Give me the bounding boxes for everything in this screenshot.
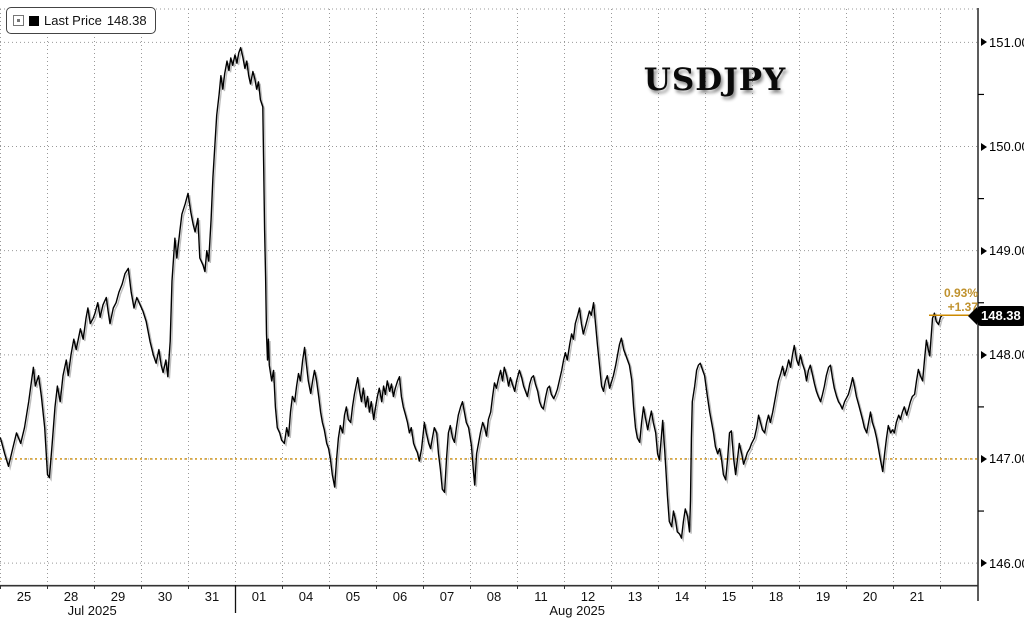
y-tick-label: 147.00 <box>981 451 1024 467</box>
chart-title: USDJPY <box>643 62 787 98</box>
x-tick-label: 14 <box>674 589 690 604</box>
legend-expander-icon[interactable] <box>13 15 24 26</box>
y-tick-label: 148.00 <box>981 347 1024 363</box>
series-line-shadow <box>1 46 945 543</box>
percent-change-label: 0.93% <box>943 286 978 300</box>
x-tick-label: 15 <box>721 589 737 604</box>
tick-arrow-icon <box>981 350 987 359</box>
series-color-swatch-icon <box>29 15 39 26</box>
x-tick-label: 19 <box>815 589 831 604</box>
flag-pointer-icon <box>968 306 977 325</box>
tick-arrow-icon <box>981 142 987 151</box>
x-tick-label: 30 <box>157 589 173 604</box>
x-tick-label: 31 <box>204 589 220 604</box>
x-tick-label: 20 <box>862 589 878 604</box>
month-label: Aug 2025 <box>549 603 606 618</box>
x-tick-label: 08 <box>486 589 502 604</box>
tick-arrow-icon <box>981 454 987 463</box>
y-tick-label: 149.00 <box>981 243 1024 259</box>
x-tick-label: 01 <box>251 589 267 604</box>
x-tick-label: 28 <box>63 589 79 604</box>
legend-box[interactable]: Last Price 148.38 <box>6 7 156 34</box>
last-price-value: 148.38 <box>977 305 1024 326</box>
tick-arrow-icon <box>981 38 987 47</box>
x-tick-label: 04 <box>298 589 314 604</box>
tick-arrow-icon <box>981 559 987 568</box>
legend-series-value: 148.38 <box>106 13 147 28</box>
month-label: Jul 2025 <box>67 603 117 618</box>
y-tick-label: 151.00 <box>981 34 1024 50</box>
y-tick-label: 146.00 <box>981 555 1024 571</box>
y-tick-label: 150.00 <box>981 139 1024 155</box>
legend-series-label: Last Price <box>44 13 102 28</box>
tick-arrow-icon <box>981 246 987 255</box>
x-tick-label: 18 <box>768 589 784 604</box>
x-tick-label: 29 <box>110 589 126 604</box>
x-tick-label: 05 <box>345 589 361 604</box>
x-tick-label: 13 <box>627 589 643 604</box>
x-tick-label: 25 <box>16 589 32 604</box>
series-line <box>0 46 944 539</box>
last-price-flag: 148.38 <box>968 305 1024 326</box>
x-tick-label: 07 <box>439 589 455 604</box>
x-tick-label: 06 <box>392 589 408 604</box>
x-tick-label: 11 <box>534 589 548 604</box>
x-tick-label: 12 <box>580 589 596 604</box>
x-tick-label: 21 <box>909 589 925 604</box>
